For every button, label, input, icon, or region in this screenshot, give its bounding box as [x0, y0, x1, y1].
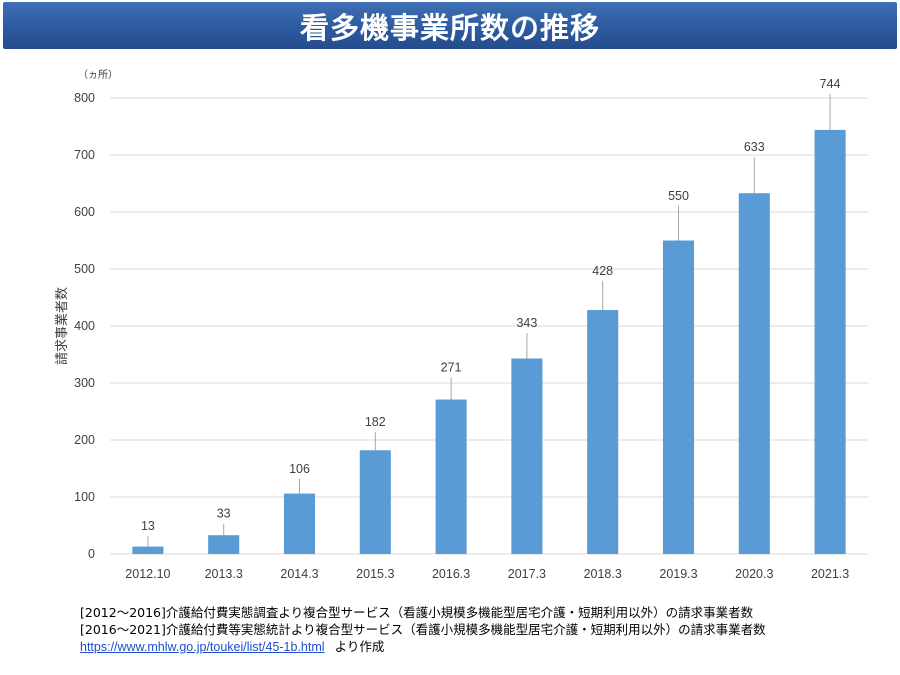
x-tick-label: 2015.3 — [356, 567, 394, 581]
source-line-2: [2016～2021]介護給付費等実態統計より複合型サービス（看護小規模多機能型… — [80, 622, 766, 637]
page-title: 看多機事業所数の推移 — [299, 10, 600, 45]
x-tick-label: 2018.3 — [584, 567, 622, 581]
source-line-3: https://www.mhlw.go.jp/toukei/list/45-1b… — [80, 638, 890, 656]
y-tick-label: 200 — [74, 433, 95, 447]
data-label: 106 — [289, 462, 310, 476]
y-tick-label: 500 — [74, 262, 95, 276]
bar — [208, 535, 240, 554]
data-label: 428 — [592, 264, 613, 278]
data-label: 343 — [516, 316, 537, 330]
y-tick-label: 600 — [74, 205, 95, 219]
x-tick-label: 2020.3 — [735, 567, 773, 581]
data-label: 550 — [668, 189, 689, 203]
x-tick-label: 2013.3 — [205, 567, 243, 581]
y-tick-label: 800 — [74, 91, 95, 105]
data-label: 271 — [441, 360, 462, 374]
source-link[interactable]: https://www.mhlw.go.jp/toukei/list/45-1b… — [80, 640, 325, 654]
y-tick-label: 700 — [74, 148, 95, 162]
data-label: 633 — [744, 140, 765, 154]
bar — [359, 450, 391, 554]
bar — [511, 358, 543, 554]
x-tick-label: 2014.3 — [280, 567, 318, 581]
bar — [814, 129, 846, 555]
bar-chart: 0 100 200 300 400 500 600 700 800 （ヵ所） 請求事業者数 13 201… — [54, 69, 868, 581]
x-tick-label: 2017.3 — [508, 567, 546, 581]
bar — [662, 240, 695, 554]
bar — [738, 193, 770, 554]
data-label: 33 — [217, 507, 231, 521]
bar — [283, 493, 316, 554]
y-tick-label: 300 — [74, 376, 95, 390]
y-unit-label: （ヵ所） — [78, 69, 118, 81]
y-tick-label: 400 — [74, 319, 95, 333]
source-notes: [2012～2016]介護給付費実態調査より複合型サービス（看護小規模多機能型居… — [80, 604, 890, 656]
bar — [587, 310, 619, 554]
x-tick-label: 2016.3 — [432, 567, 470, 581]
x-tick-label: 2021.3 — [811, 567, 849, 581]
data-label: 182 — [365, 415, 386, 429]
source-suffix: より作成 — [334, 639, 385, 654]
x-tick-label: 2012.10 — [125, 567, 170, 581]
title-banner: 看多機事業所数の推移 — [3, 2, 897, 49]
bar — [132, 546, 164, 554]
x-tick-label: 2019.3 — [659, 567, 697, 581]
bar — [435, 399, 467, 554]
y-tick-label: 100 — [74, 490, 95, 504]
y-tick-label: 0 — [88, 547, 95, 561]
data-label: 744 — [820, 77, 841, 91]
y-axis-title: 請求事業者数 — [54, 287, 70, 365]
source-line-1: [2012～2016]介護給付費実態調査より複合型サービス（看護小規模多機能型居… — [80, 605, 754, 620]
data-label: 13 — [141, 519, 155, 533]
